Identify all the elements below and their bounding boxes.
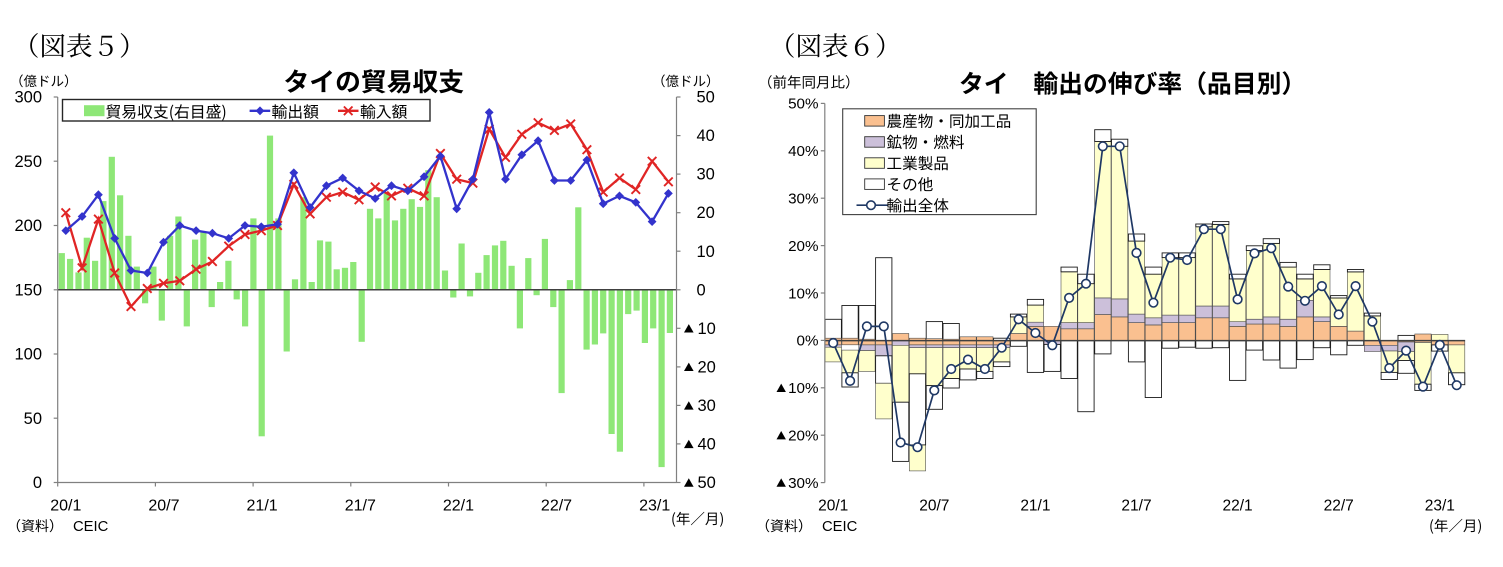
svg-text:200: 200 <box>14 217 42 235</box>
svg-text:20%: 20% <box>788 428 818 445</box>
svg-text:0%: 0% <box>797 333 819 350</box>
svg-text:20/7: 20/7 <box>148 498 179 515</box>
svg-text:30: 30 <box>697 166 715 184</box>
svg-text:10: 10 <box>697 243 715 261</box>
svg-text:150: 150 <box>14 281 42 299</box>
svg-text:23/1: 23/1 <box>1425 498 1455 515</box>
svg-text:30: 30 <box>698 397 716 415</box>
svg-text:50: 50 <box>697 89 715 107</box>
svg-text:30%: 30% <box>788 475 818 492</box>
svg-text:40: 40 <box>697 127 715 145</box>
svg-text:CEIC: CEIC <box>73 519 109 535</box>
svg-text:40%: 40% <box>788 143 818 160</box>
svg-text:250: 250 <box>14 153 42 171</box>
svg-text:100: 100 <box>14 346 42 364</box>
svg-text:0: 0 <box>33 474 42 492</box>
svg-text:CEIC: CEIC <box>822 519 858 535</box>
svg-text:300: 300 <box>14 89 42 107</box>
svg-text:0: 0 <box>697 281 706 299</box>
svg-text:20/1: 20/1 <box>818 498 848 515</box>
svg-text:50%: 50% <box>788 96 818 113</box>
svg-text:10: 10 <box>698 320 716 338</box>
svg-text:20%: 20% <box>788 238 818 255</box>
svg-text:22/7: 22/7 <box>541 498 572 515</box>
svg-text:20/1: 20/1 <box>50 498 81 515</box>
svg-text:30%: 30% <box>788 191 818 208</box>
svg-text:21/1: 21/1 <box>247 498 278 515</box>
svg-text:50: 50 <box>698 474 716 492</box>
svg-text:21/1: 21/1 <box>1020 498 1050 515</box>
svg-text:22/1: 22/1 <box>1223 498 1253 515</box>
svg-text:21/7: 21/7 <box>1121 498 1151 515</box>
svg-text:22/7: 22/7 <box>1324 498 1354 515</box>
svg-text:40: 40 <box>698 436 716 454</box>
svg-text:21/7: 21/7 <box>345 498 376 515</box>
svg-text:50: 50 <box>24 410 42 428</box>
svg-text:22/1: 22/1 <box>443 498 474 515</box>
svg-text:10%: 10% <box>788 285 818 302</box>
svg-text:20: 20 <box>698 358 716 376</box>
svg-text:23/1: 23/1 <box>639 498 670 515</box>
svg-text:10%: 10% <box>788 380 818 397</box>
svg-text:20/7: 20/7 <box>919 498 949 515</box>
svg-text:20: 20 <box>697 204 715 222</box>
